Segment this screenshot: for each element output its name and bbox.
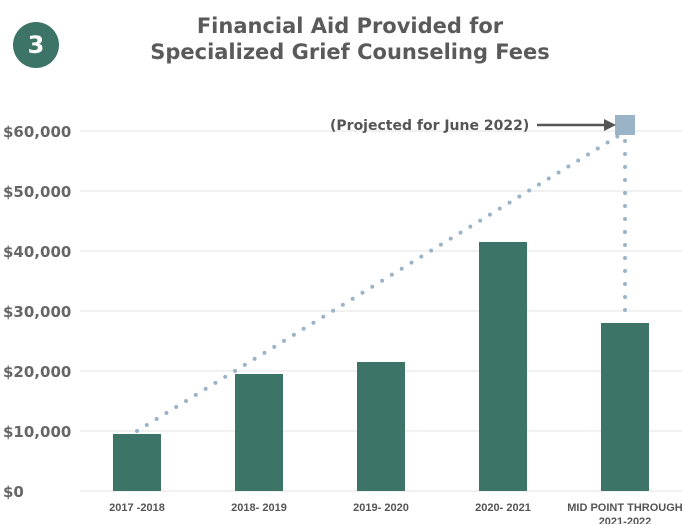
y-tick-label: $10,000 xyxy=(3,423,71,441)
bar xyxy=(357,362,405,491)
y-tick-label: $0 xyxy=(3,483,24,501)
bar xyxy=(235,374,283,491)
projection-marker xyxy=(615,115,635,135)
bar xyxy=(479,242,527,491)
x-tick-label: 2018- 2019 xyxy=(231,502,287,514)
projection-arrow-head xyxy=(604,119,616,131)
y-tick-label: $60,000 xyxy=(3,123,71,141)
step-number-badge: 3 xyxy=(13,22,59,68)
y-tick-label: $20,000 xyxy=(3,363,71,381)
x-tick-label: 2019- 2020 xyxy=(353,502,409,514)
x-tick-label: 2020- 2021 xyxy=(475,502,531,514)
chart-title-line-2: Specialized Grief Counseling Fees xyxy=(150,40,550,64)
chart-title-line-1: Financial Aid Provided for xyxy=(196,14,504,38)
x-tick-label: 2021-2022 xyxy=(599,516,652,524)
x-tick-label: MID POINT THROUGH xyxy=(567,502,682,514)
y-tick-label: $30,000 xyxy=(3,303,71,321)
y-tick-label: $50,000 xyxy=(3,183,71,201)
projection-label: (Projected for June 2022) xyxy=(330,118,529,134)
bar xyxy=(113,434,161,491)
y-tick-label: $40,000 xyxy=(3,243,71,261)
bar xyxy=(601,323,649,491)
x-tick-label: 2017 -2018 xyxy=(109,502,165,514)
